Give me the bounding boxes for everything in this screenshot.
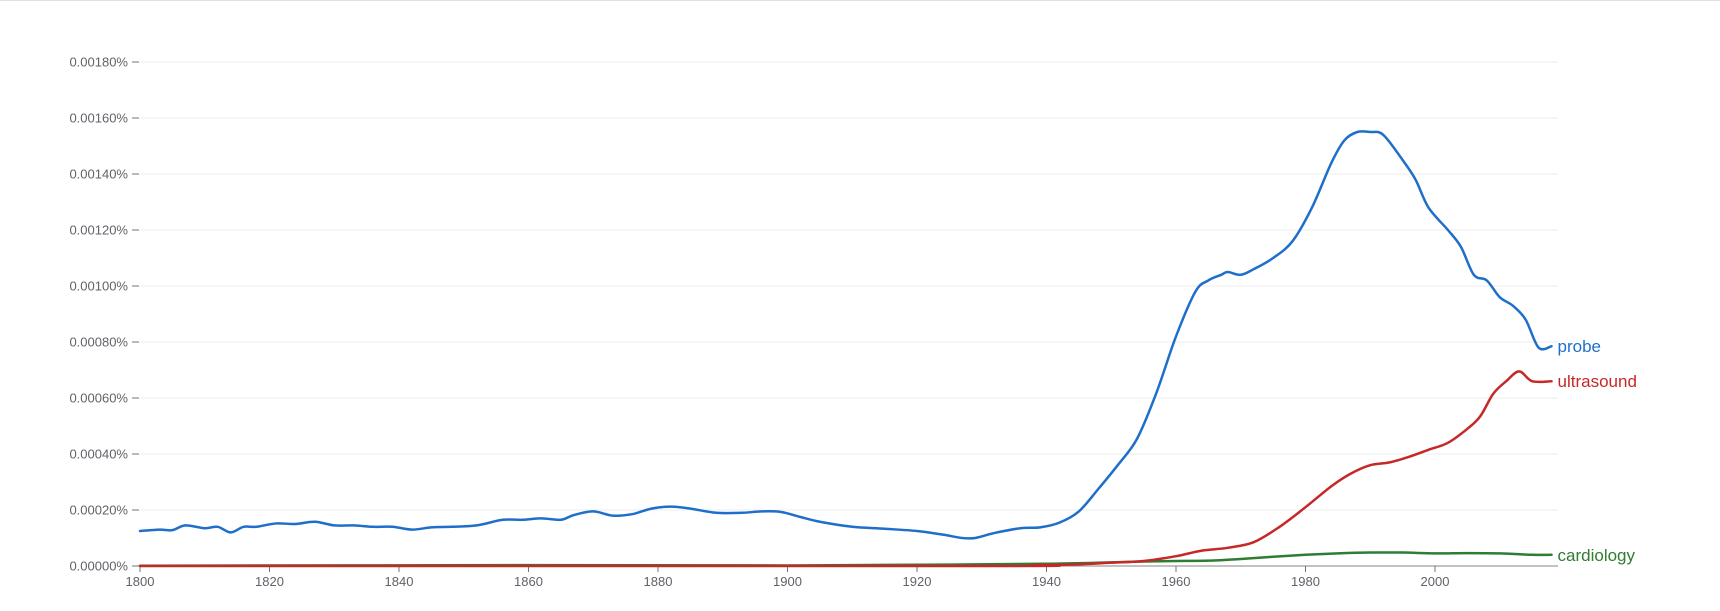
y-tick-label: 0.00160% xyxy=(69,111,128,126)
x-axis: 1800 1820 1840 1860 1880 1900 1920 1940 1960 1980… xyxy=(126,565,1558,589)
x-tick-label: 1820 xyxy=(255,574,284,589)
y-tick-label: 0.00080% xyxy=(69,335,128,350)
x-tick-label: 1840 xyxy=(385,574,414,589)
x-tick-label: 1920 xyxy=(903,574,932,589)
series-lines xyxy=(138,130,1553,568)
y-tick-label: 0.00040% xyxy=(69,447,128,462)
y-axis: 0.00000% 0.00020% 0.00040% 0.00060% 0.00080%… xyxy=(69,55,139,574)
top-divider xyxy=(0,0,1720,1)
series-labels: probe ultrasound cardiology xyxy=(1558,337,1637,565)
y-tick-label: 0.00060% xyxy=(69,391,128,406)
y-tick-label: 0.00180% xyxy=(69,55,128,70)
series-line-probe[interactable] xyxy=(138,130,1553,540)
x-tick-label: 1960 xyxy=(1162,574,1191,589)
x-tick-label: 2000 xyxy=(1421,574,1450,589)
series-line-ultrasound[interactable] xyxy=(138,370,1553,568)
x-tick-label: 1940 xyxy=(1032,574,1061,589)
y-tick-label: 0.00000% xyxy=(69,559,128,574)
y-tick-label: 0.00140% xyxy=(69,167,128,182)
x-tick-label: 1800 xyxy=(126,574,155,589)
y-tick-label: 0.00120% xyxy=(69,223,128,238)
series-label-cardiology[interactable]: cardiology xyxy=(1558,546,1636,565)
y-tick-label: 0.00020% xyxy=(69,503,128,518)
series-label-probe[interactable]: probe xyxy=(1558,337,1601,356)
series-label-ultrasound[interactable]: ultrasound xyxy=(1558,372,1637,391)
series-line-cardiology[interactable] xyxy=(138,551,1553,567)
x-tick-label: 1980 xyxy=(1291,574,1320,589)
x-tick-label: 1880 xyxy=(644,574,673,589)
gridlines xyxy=(140,61,1558,511)
x-tick-label: 1900 xyxy=(773,574,802,589)
x-tick-label: 1860 xyxy=(514,574,543,589)
y-tick-label: 0.00100% xyxy=(69,279,128,294)
